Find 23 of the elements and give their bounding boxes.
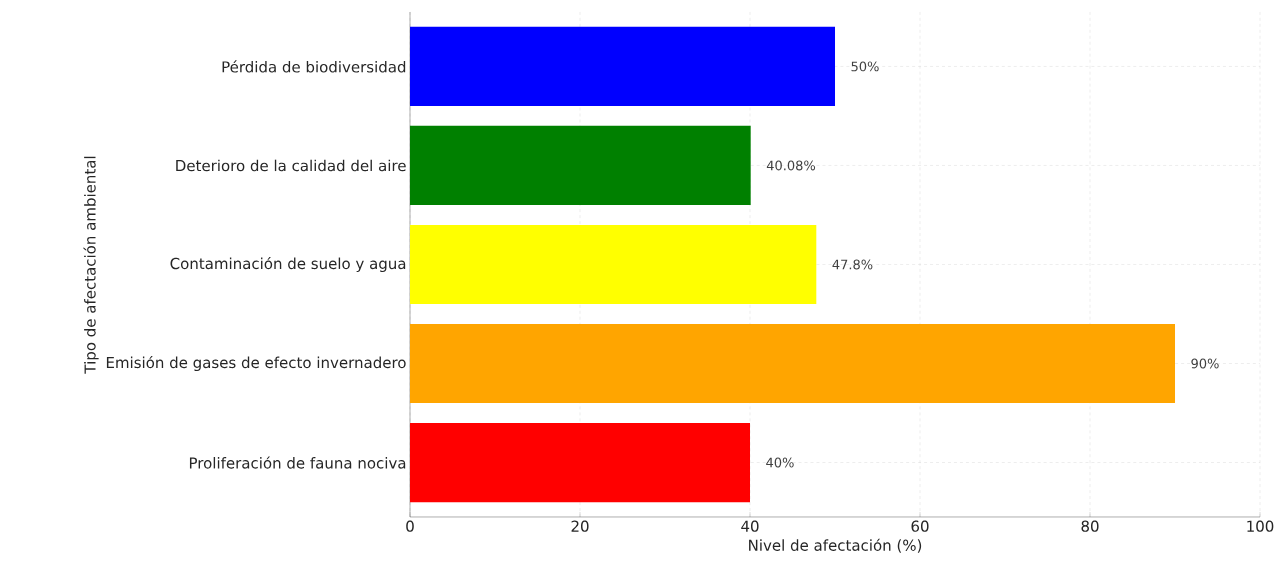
y-axis-title: Tipo de afectación ambiental [83,156,99,374]
data-label: 90% [1191,358,1219,369]
data-label: 40.08% [766,160,816,171]
data-label: 47.8% [832,259,873,270]
y-tick-label: Emisión de gases de efecto invernadero [106,355,406,372]
x-tick-label: 20 [571,520,589,532]
x-tick-label: 80 [1081,520,1099,532]
x-tick-label: 60 [911,520,929,532]
data-label: 40% [766,457,794,468]
y-tick-label: Pérdida de biodiversidad [222,60,406,73]
bar [410,26,836,107]
x-tick-label: 40 [741,520,759,532]
bar [410,125,751,206]
y-tick-label: Contaminación de suelo y agua [170,256,406,273]
y-tick-label: Proliferación de fauna nociva [189,456,406,469]
y-tick-label: Deterioro de la calidad del aire [176,159,406,172]
bar [410,224,817,305]
x-tick-label: 100 [1247,520,1274,532]
bar [410,323,1176,404]
x-axis-title: Nivel de afectación (%) [749,538,922,553]
data-label: 50% [851,61,879,72]
x-tick-label: 0 [406,520,414,532]
bar [410,422,751,503]
